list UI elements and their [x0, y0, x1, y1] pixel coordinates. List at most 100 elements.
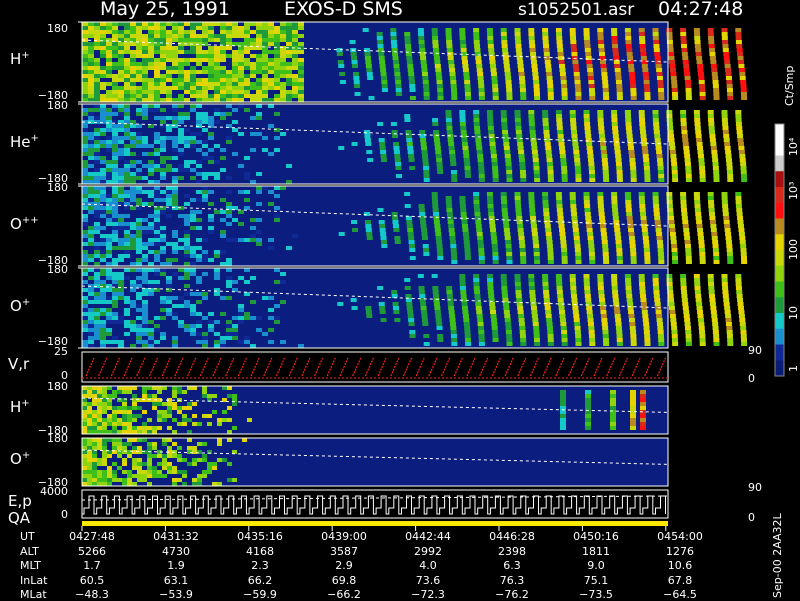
spectrogram-cell	[196, 124, 202, 128]
spectrogram-stripe-cell	[404, 32, 411, 36]
spectrogram-stripe-cell	[588, 244, 595, 248]
spectrogram-stripe-cell	[423, 96, 430, 100]
spectrogram-stripe-cell	[699, 342, 706, 346]
spectrogram-stripe-cell	[641, 64, 648, 68]
spectrogram-stripe-cell	[573, 314, 580, 318]
spectrogram-stripe-cell	[654, 138, 661, 142]
spectrogram-stripe-cell	[639, 286, 646, 290]
spectrogram-cell	[88, 26, 94, 30]
spectrogram-cell	[124, 268, 130, 272]
spectrogram-stripe-cell	[735, 278, 742, 282]
spectrogram-cell	[190, 46, 196, 50]
spectrogram-cell	[184, 50, 190, 54]
spectrogram-cell	[142, 316, 148, 320]
spectrogram-stripe-cell	[587, 232, 594, 236]
spectrogram-stripe-cell	[656, 240, 663, 244]
spectrogram-cell	[166, 54, 172, 58]
lower-panel-cell	[152, 446, 157, 450]
spectrogram-stripe-cell	[461, 302, 468, 306]
spectrogram-cell	[196, 34, 202, 38]
spectrogram-stripe-cell	[559, 64, 566, 68]
spectrogram-stripe-cell	[739, 72, 746, 76]
spectrogram-cell	[94, 38, 100, 42]
lower-panel-cell	[202, 414, 207, 418]
spectrogram-cell	[106, 250, 112, 254]
spectrogram-stripe-cell	[671, 80, 678, 84]
spectrogram-cell	[190, 332, 196, 336]
spectrogram-cell	[220, 94, 226, 98]
spectrogram-cell	[184, 160, 190, 164]
spectrogram-stripe-cell	[546, 162, 553, 166]
spectrogram-cell	[268, 202, 274, 206]
spectrogram-stripe-cell	[532, 318, 539, 322]
spectrogram-cell	[118, 272, 124, 276]
spectrogram-stripe-cell	[628, 232, 635, 236]
colorbar-label-1: 1	[787, 365, 800, 372]
spectrogram-stripe-cell	[627, 306, 634, 310]
spectrogram-cell	[280, 26, 286, 30]
spectrogram-cell	[106, 70, 112, 74]
spectrogram-cell	[202, 186, 208, 190]
spectrogram-cell	[286, 90, 292, 94]
spectrogram-cell	[82, 234, 88, 238]
spectrogram-stripe-cell	[519, 84, 526, 88]
spectrogram-stripe-cell	[741, 260, 748, 264]
lower-panel-cell	[122, 462, 127, 466]
spectrogram-stripe-cell	[695, 134, 702, 138]
spectrogram-cell	[268, 124, 274, 128]
spectrogram-stripe-cell	[616, 252, 623, 256]
spectrogram-cell	[118, 22, 124, 26]
spectrogram-stripe-cell	[602, 84, 609, 88]
lower-panel-stripe	[640, 410, 646, 414]
spectrogram-stripe-cell	[448, 142, 455, 146]
spectrogram-cell	[154, 98, 160, 102]
velocity-ramp	[504, 357, 514, 377]
lower-panel-cell	[167, 398, 172, 402]
spectrogram-cell	[154, 78, 160, 82]
spectrogram-cell	[82, 26, 88, 30]
spectrogram-cell	[112, 168, 118, 172]
spectrogram-stripe-cell	[597, 192, 604, 196]
spectrogram-stripe-cell	[519, 244, 526, 248]
spectrogram-stripe-cell	[613, 302, 620, 306]
lower-panel-cell	[192, 450, 197, 454]
spectrogram-cell	[154, 268, 160, 272]
spectrogram-cell	[136, 34, 142, 38]
spectrogram-cell	[244, 176, 250, 180]
lower-panel-cell	[112, 442, 117, 446]
lower-panel-stripe	[640, 398, 646, 402]
spectrogram-stripe-cell	[616, 174, 623, 178]
spectrogram-cell	[298, 42, 304, 46]
spectrogram-cell	[88, 206, 94, 210]
lower-panel-cell	[152, 474, 157, 478]
panel-label-o-plus: O+	[10, 297, 31, 315]
spectrogram-stripe-cell	[532, 240, 539, 244]
spectrogram-cell	[130, 226, 136, 230]
spectrogram-stripe-cell	[437, 96, 444, 100]
lower-panel-cell	[197, 422, 202, 426]
spectrogram-cell	[262, 38, 268, 42]
lower-panel-cell	[172, 406, 177, 410]
spectrogram-cell	[190, 90, 196, 94]
spectrogram-stripe-cell	[488, 212, 495, 216]
spectrogram-stripe-cell	[611, 282, 618, 286]
spectrogram-cell	[106, 22, 112, 26]
spectrogram-cell	[244, 74, 250, 78]
spectrogram-cell	[172, 156, 178, 160]
lower-panel-cell	[107, 414, 112, 418]
spectrogram-stripe-cell	[446, 48, 453, 52]
spectrogram-stripe-cell	[685, 88, 692, 92]
spectrogram-cell	[256, 62, 262, 66]
spectrogram-stripe-cell	[640, 48, 647, 52]
spectrogram-stripe-cell	[515, 212, 522, 216]
spectrogram-stripe-cell	[505, 76, 512, 80]
spectrogram-cell	[124, 104, 130, 108]
spectrogram-cell	[172, 296, 178, 300]
spectrogram-cell	[118, 152, 124, 156]
spectrogram-cell	[196, 246, 202, 250]
spectrogram-stripe-cell	[473, 200, 480, 204]
spectrogram-stripe-cell	[436, 162, 443, 166]
spectrogram-cell	[196, 198, 202, 202]
spectrogram-cell	[124, 202, 130, 206]
spectrogram-stripe-cell	[671, 256, 678, 260]
